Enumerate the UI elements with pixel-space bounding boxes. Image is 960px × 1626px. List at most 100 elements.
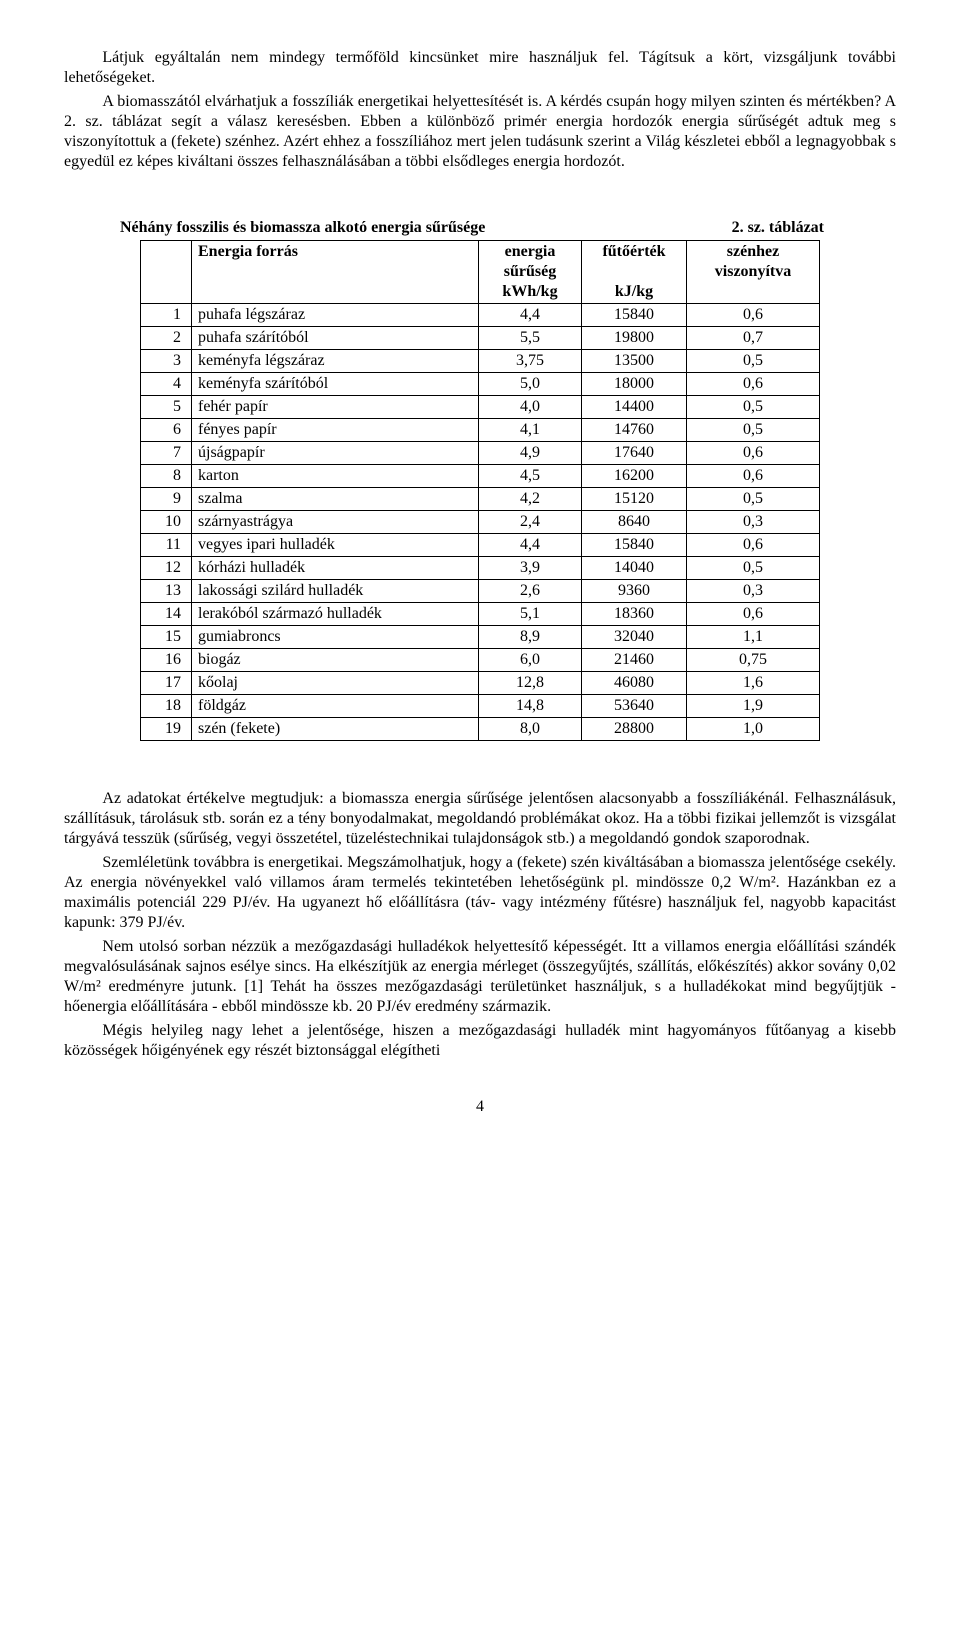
table-row: 11vegyes ipari hulladék4,4158400,6 bbox=[141, 534, 820, 557]
table-row: 12kórházi hulladék3,9140400,5 bbox=[141, 557, 820, 580]
cell-heat: 21460 bbox=[582, 649, 687, 672]
table-header-source: Energia forrás bbox=[192, 241, 479, 304]
cell-heat: 53640 bbox=[582, 695, 687, 718]
cell-heat: 14760 bbox=[582, 419, 687, 442]
table-row: 7újságpapír4,9176400,6 bbox=[141, 442, 820, 465]
table-row: 16biogáz6,0214600,75 bbox=[141, 649, 820, 672]
header-text: fűtőérték bbox=[588, 242, 680, 262]
paragraph: Mégis helyileg nagy lehet a jelentősége,… bbox=[64, 1021, 896, 1061]
table-row: 13lakossági szilárd hulladék2,693600,3 bbox=[141, 580, 820, 603]
cell-relative: 1,6 bbox=[687, 672, 820, 695]
cell-relative: 0,6 bbox=[687, 442, 820, 465]
table-row: 18földgáz14,8536401,9 bbox=[141, 695, 820, 718]
cell-density: 3,9 bbox=[479, 557, 582, 580]
cell-heat: 14400 bbox=[582, 396, 687, 419]
cell-index: 19 bbox=[141, 718, 192, 741]
cell-name: karton bbox=[192, 465, 479, 488]
cell-name: kőolaj bbox=[192, 672, 479, 695]
cell-relative: 0,75 bbox=[687, 649, 820, 672]
cell-index: 7 bbox=[141, 442, 192, 465]
cell-density: 5,0 bbox=[479, 373, 582, 396]
table-row: 8karton4,5162000,6 bbox=[141, 465, 820, 488]
header-text: sűrűség bbox=[485, 262, 575, 282]
cell-heat: 13500 bbox=[582, 350, 687, 373]
cell-name: szén (fekete) bbox=[192, 718, 479, 741]
cell-density: 12,8 bbox=[479, 672, 582, 695]
cell-index: 10 bbox=[141, 511, 192, 534]
header-text: kWh/kg bbox=[485, 282, 575, 302]
cell-name: lerakóból származó hulladék bbox=[192, 603, 479, 626]
cell-index: 12 bbox=[141, 557, 192, 580]
cell-name: vegyes ipari hulladék bbox=[192, 534, 479, 557]
cell-name: fényes papír bbox=[192, 419, 479, 442]
header-text: szénhez bbox=[693, 242, 813, 262]
cell-relative: 0,5 bbox=[687, 488, 820, 511]
cell-density: 8,9 bbox=[479, 626, 582, 649]
cell-name: keményfa szárítóból bbox=[192, 373, 479, 396]
cell-heat: 15120 bbox=[582, 488, 687, 511]
cell-relative: 0,6 bbox=[687, 603, 820, 626]
cell-relative: 0,6 bbox=[687, 534, 820, 557]
table-row: 14lerakóból származó hulladék5,1183600,6 bbox=[141, 603, 820, 626]
table-row: 19szén (fekete)8,0288001,0 bbox=[141, 718, 820, 741]
cell-name: földgáz bbox=[192, 695, 479, 718]
table-caption: Néhány fosszilis és biomassza alkotó ene… bbox=[64, 218, 896, 238]
cell-density: 8,0 bbox=[479, 718, 582, 741]
cell-index: 5 bbox=[141, 396, 192, 419]
table-row: 17kőolaj12,8460801,6 bbox=[141, 672, 820, 695]
cell-density: 4,2 bbox=[479, 488, 582, 511]
energy-density-table: Energia forrás energia sűrűség kWh/kg fű… bbox=[140, 240, 820, 741]
cell-relative: 1,9 bbox=[687, 695, 820, 718]
table-header-heat: fűtőérték kJ/kg bbox=[582, 241, 687, 304]
cell-index: 2 bbox=[141, 327, 192, 350]
table-header-density: energia sűrűség kWh/kg bbox=[479, 241, 582, 304]
cell-relative: 0,5 bbox=[687, 419, 820, 442]
cell-heat: 19800 bbox=[582, 327, 687, 350]
cell-index: 9 bbox=[141, 488, 192, 511]
table-header-index bbox=[141, 241, 192, 304]
cell-heat: 9360 bbox=[582, 580, 687, 603]
cell-index: 11 bbox=[141, 534, 192, 557]
cell-heat: 15840 bbox=[582, 304, 687, 327]
cell-index: 1 bbox=[141, 304, 192, 327]
cell-name: puhafa szárítóból bbox=[192, 327, 479, 350]
cell-density: 4,0 bbox=[479, 396, 582, 419]
cell-density: 2,6 bbox=[479, 580, 582, 603]
cell-name: puhafa légszáraz bbox=[192, 304, 479, 327]
cell-density: 5,1 bbox=[479, 603, 582, 626]
table-caption-left: Néhány fosszilis és biomassza alkotó ene… bbox=[120, 218, 485, 238]
cell-heat: 32040 bbox=[582, 626, 687, 649]
cell-index: 6 bbox=[141, 419, 192, 442]
cell-heat: 17640 bbox=[582, 442, 687, 465]
header-text bbox=[588, 262, 680, 282]
cell-name: gumiabroncs bbox=[192, 626, 479, 649]
cell-density: 4,9 bbox=[479, 442, 582, 465]
cell-density: 4,4 bbox=[479, 534, 582, 557]
cell-density: 3,75 bbox=[479, 350, 582, 373]
cell-index: 16 bbox=[141, 649, 192, 672]
cell-relative: 0,6 bbox=[687, 373, 820, 396]
cell-index: 14 bbox=[141, 603, 192, 626]
cell-heat: 15840 bbox=[582, 534, 687, 557]
cell-heat: 18000 bbox=[582, 373, 687, 396]
table-header-row: Energia forrás energia sűrűség kWh/kg fű… bbox=[141, 241, 820, 304]
cell-index: 4 bbox=[141, 373, 192, 396]
cell-name: biogáz bbox=[192, 649, 479, 672]
table-header-relative: szénhez viszonyítva bbox=[687, 241, 820, 304]
cell-density: 14,8 bbox=[479, 695, 582, 718]
cell-name: kórházi hulladék bbox=[192, 557, 479, 580]
cell-relative: 0,3 bbox=[687, 580, 820, 603]
cell-name: szalma bbox=[192, 488, 479, 511]
cell-name: újságpapír bbox=[192, 442, 479, 465]
table-row: 15gumiabroncs8,9320401,1 bbox=[141, 626, 820, 649]
cell-index: 17 bbox=[141, 672, 192, 695]
cell-heat: 28800 bbox=[582, 718, 687, 741]
table-row: 10szárnyastrágya2,486400,3 bbox=[141, 511, 820, 534]
cell-relative: 0,5 bbox=[687, 396, 820, 419]
table-row: 5fehér papír4,0144000,5 bbox=[141, 396, 820, 419]
table-row: 9szalma4,2151200,5 bbox=[141, 488, 820, 511]
cell-index: 18 bbox=[141, 695, 192, 718]
cell-relative: 0,5 bbox=[687, 557, 820, 580]
paragraph: A biomasszától elvárhatjuk a fosszíliák … bbox=[64, 92, 896, 172]
cell-heat: 14040 bbox=[582, 557, 687, 580]
